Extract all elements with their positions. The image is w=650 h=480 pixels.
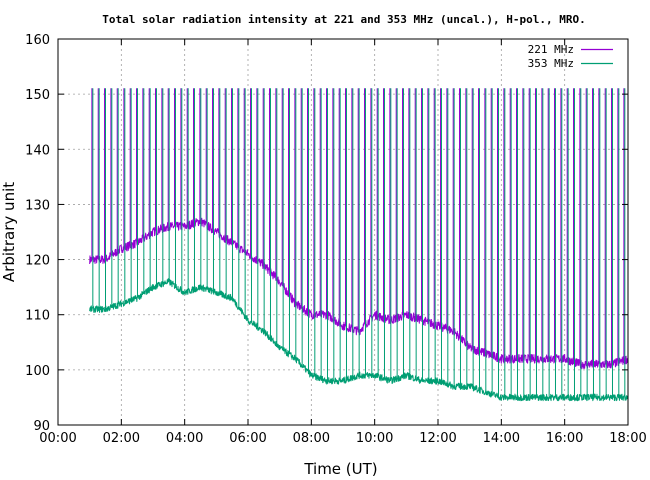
- plot-frame: [57, 38, 629, 426]
- x-tick-label: 14:00: [483, 431, 520, 446]
- x-tick-label: 18:00: [609, 431, 646, 446]
- y-tick-label: 140: [25, 143, 50, 158]
- x-axis-label: Time (UT): [303, 460, 377, 478]
- tick-layer: 00:00 02:00 04:00 06:00 08:00 10:00 12:00 14:00…: [25, 33, 647, 446]
- chart-title: Total solar radiation intensity at 221 a…: [102, 13, 585, 26]
- legend-label-221: 221 MHz: [528, 43, 574, 56]
- legend: 221 MHz 353 MHz: [528, 43, 613, 70]
- x-tick-label: 00:00: [39, 431, 76, 446]
- y-tick-label: 100: [25, 364, 50, 379]
- series-line-221: [89, 88, 629, 370]
- y-tick-label: 150: [25, 88, 50, 103]
- x-tick-label: 04:00: [166, 431, 203, 446]
- y-tick-label: 130: [25, 198, 50, 213]
- x-tick-label: 12:00: [419, 431, 456, 446]
- series-line-353: [89, 88, 629, 402]
- x-tick-label: 08:00: [293, 431, 330, 446]
- y-tick-label: 90: [33, 419, 50, 434]
- y-tick-label: 110: [25, 309, 50, 324]
- y-axis-label: Arbitrary unit: [0, 182, 18, 282]
- x-tick-label: 10:00: [356, 431, 393, 446]
- series-layer: [89, 88, 629, 402]
- x-tick-label: 16:00: [546, 431, 583, 446]
- x-tick-label: 02:00: [103, 431, 140, 446]
- y-tick-label: 160: [25, 33, 50, 48]
- legend-label-353: 353 MHz: [528, 57, 574, 70]
- x-tick-label: 06:00: [229, 431, 266, 446]
- y-tick-label: 120: [25, 254, 50, 269]
